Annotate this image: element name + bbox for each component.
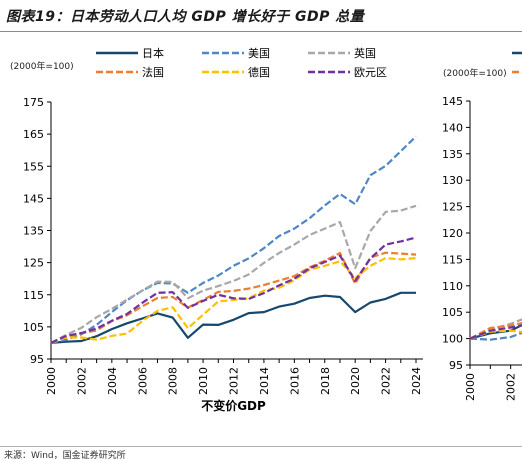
legend-label: 美国 bbox=[248, 47, 270, 60]
series-line-uk bbox=[50, 204, 417, 344]
x-tick-label: 2006 bbox=[136, 367, 149, 395]
y-tick-label: 95 bbox=[30, 353, 44, 366]
y-tick-label: 105 bbox=[442, 306, 463, 319]
y-tick-label: 100 bbox=[442, 333, 463, 346]
series-line-germany bbox=[50, 257, 417, 344]
y-tick-label: 165 bbox=[23, 128, 44, 141]
x-tick-label: 2024 bbox=[410, 367, 423, 395]
x-tick-label: 2022 bbox=[380, 367, 393, 395]
y-unit-label: (2000年=100) bbox=[443, 67, 507, 79]
series-line-japan bbox=[50, 291, 416, 344]
x-tick-label: 2000 bbox=[45, 367, 58, 395]
x-tick-label: 2002 bbox=[505, 373, 518, 401]
y-tick-label: 115 bbox=[442, 253, 463, 266]
y-tick-label: 135 bbox=[442, 148, 463, 161]
footer-divider bbox=[0, 446, 522, 447]
y-tick-label: 120 bbox=[442, 227, 463, 240]
legend-label: 德国 bbox=[248, 65, 270, 79]
x-tick-label: 2018 bbox=[319, 367, 332, 395]
x-axis-label: 不变价GDP bbox=[201, 398, 266, 413]
y-tick-label: 145 bbox=[23, 192, 44, 205]
series-line-france bbox=[469, 321, 522, 340]
x-tick-label: 2014 bbox=[258, 367, 271, 395]
y-tick-label: 95 bbox=[449, 359, 463, 372]
y-tick-label: 140 bbox=[442, 121, 463, 134]
x-tick-label: 2002 bbox=[75, 367, 88, 395]
y-tick-label: 115 bbox=[23, 289, 44, 302]
chart-left: (2000年=100) 95 105 115 125 135 145 155 165 175 200… bbox=[10, 60, 423, 413]
series-line-eurozone bbox=[469, 324, 522, 340]
y-tick-label: 130 bbox=[442, 174, 463, 187]
source-note: 来源：Wind，国金证券研究所 bbox=[4, 451, 126, 461]
x-tick-label: 2010 bbox=[197, 367, 210, 395]
legend-label: 法国 bbox=[142, 65, 164, 79]
y-tick-label: 175 bbox=[23, 96, 44, 109]
y-tick-label: 155 bbox=[23, 160, 44, 173]
y-tick-label: 135 bbox=[23, 225, 44, 238]
legend-label: 欧元区 bbox=[354, 66, 387, 79]
y-tick-label: 125 bbox=[23, 257, 44, 270]
x-tick-label: 2000 bbox=[464, 373, 477, 401]
series-line-usa bbox=[469, 331, 522, 341]
title-divider bbox=[0, 31, 522, 32]
y-tick-label: 110 bbox=[442, 280, 463, 293]
series-line-eurozone bbox=[50, 236, 417, 344]
figure-title: 图表19：日本劳动人口人均 GDP 增长好于 GDP 总量 bbox=[6, 9, 365, 25]
x-tick-label: 2020 bbox=[349, 367, 362, 395]
x-tick-label: 2016 bbox=[288, 367, 301, 395]
y-tick-label: 125 bbox=[442, 201, 463, 214]
x-tick-label: 2004 bbox=[106, 367, 119, 395]
legend-label: 英国 bbox=[354, 46, 376, 60]
y-unit-label: (2000年=100) bbox=[10, 60, 74, 72]
chart-right: (2000年=100) 95 100 105 110 115 120 125 130 135 140… bbox=[442, 67, 522, 401]
y-tick-label: 105 bbox=[23, 321, 44, 334]
x-tick-label: 2008 bbox=[167, 367, 180, 395]
x-tick-label: 2012 bbox=[228, 367, 241, 395]
legend-label: 日本 bbox=[142, 46, 164, 60]
y-tick-label: 145 bbox=[442, 95, 463, 108]
